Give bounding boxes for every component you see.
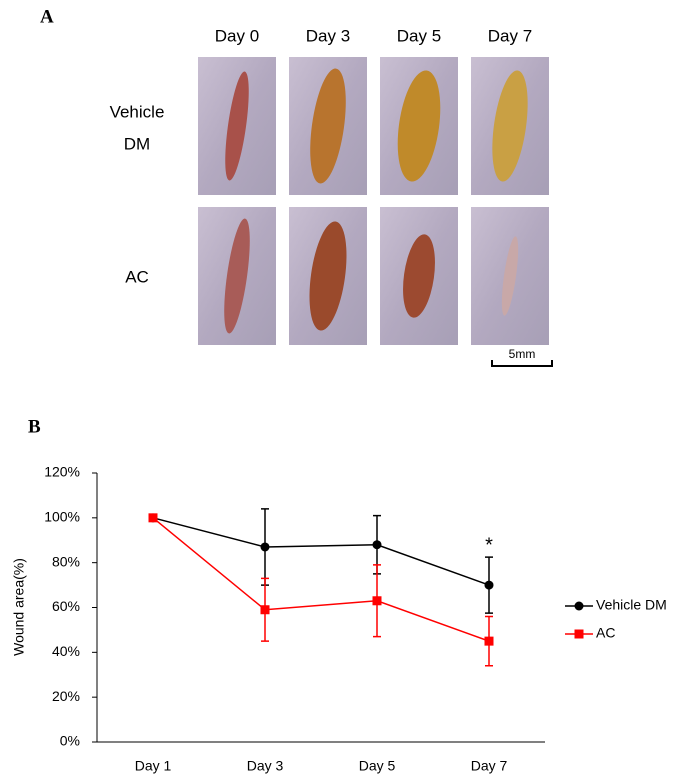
y-tick-label: 20% xyxy=(52,688,80,704)
y-tick-label: 80% xyxy=(52,553,80,569)
wound xyxy=(492,70,528,182)
y-tick-label: 40% xyxy=(52,643,80,659)
marker xyxy=(484,580,494,590)
row-label: AC xyxy=(125,267,149,286)
series-line xyxy=(152,517,490,586)
row-label: DM xyxy=(124,134,150,153)
wound xyxy=(501,236,519,316)
y-axis-label: Wound area(%) xyxy=(11,558,27,656)
photo-grid xyxy=(198,57,549,345)
wound xyxy=(224,218,250,334)
marker xyxy=(148,513,158,523)
marker xyxy=(372,540,382,550)
x-tick-label: Day 3 xyxy=(247,758,284,774)
x-tick-label: Day 5 xyxy=(359,758,396,774)
legend-label: Vehicle DM xyxy=(596,597,667,613)
marker xyxy=(260,542,270,552)
wound xyxy=(397,70,441,182)
column-header: Day 5 xyxy=(397,26,441,45)
annotation: * xyxy=(485,535,493,557)
x-tick-label: Day 1 xyxy=(135,758,172,774)
legend-label: AC xyxy=(596,625,615,641)
scale-bar-label: 5mm xyxy=(509,347,536,361)
series-line xyxy=(152,517,490,642)
legend-marker xyxy=(574,601,584,611)
y-tick-label: 120% xyxy=(44,464,80,480)
marker xyxy=(484,636,494,646)
column-header: Day 3 xyxy=(306,26,350,45)
y-tick-label: 0% xyxy=(60,733,80,749)
x-tick-label: Day 7 xyxy=(471,758,508,774)
row-label: Vehicle xyxy=(110,102,165,121)
y-tick-label: 100% xyxy=(44,509,80,525)
legend-marker xyxy=(574,629,584,639)
wound xyxy=(403,234,435,318)
panel-label: B xyxy=(28,416,41,437)
wound xyxy=(225,71,249,181)
column-header: Day 0 xyxy=(215,26,259,45)
panel-label: A xyxy=(40,6,54,27)
y-tick-label: 60% xyxy=(52,598,80,614)
scale-bar xyxy=(491,360,553,367)
marker xyxy=(260,605,270,615)
wound xyxy=(309,221,347,331)
wound xyxy=(310,68,346,184)
column-header: Day 7 xyxy=(488,26,532,45)
marker xyxy=(372,596,382,606)
